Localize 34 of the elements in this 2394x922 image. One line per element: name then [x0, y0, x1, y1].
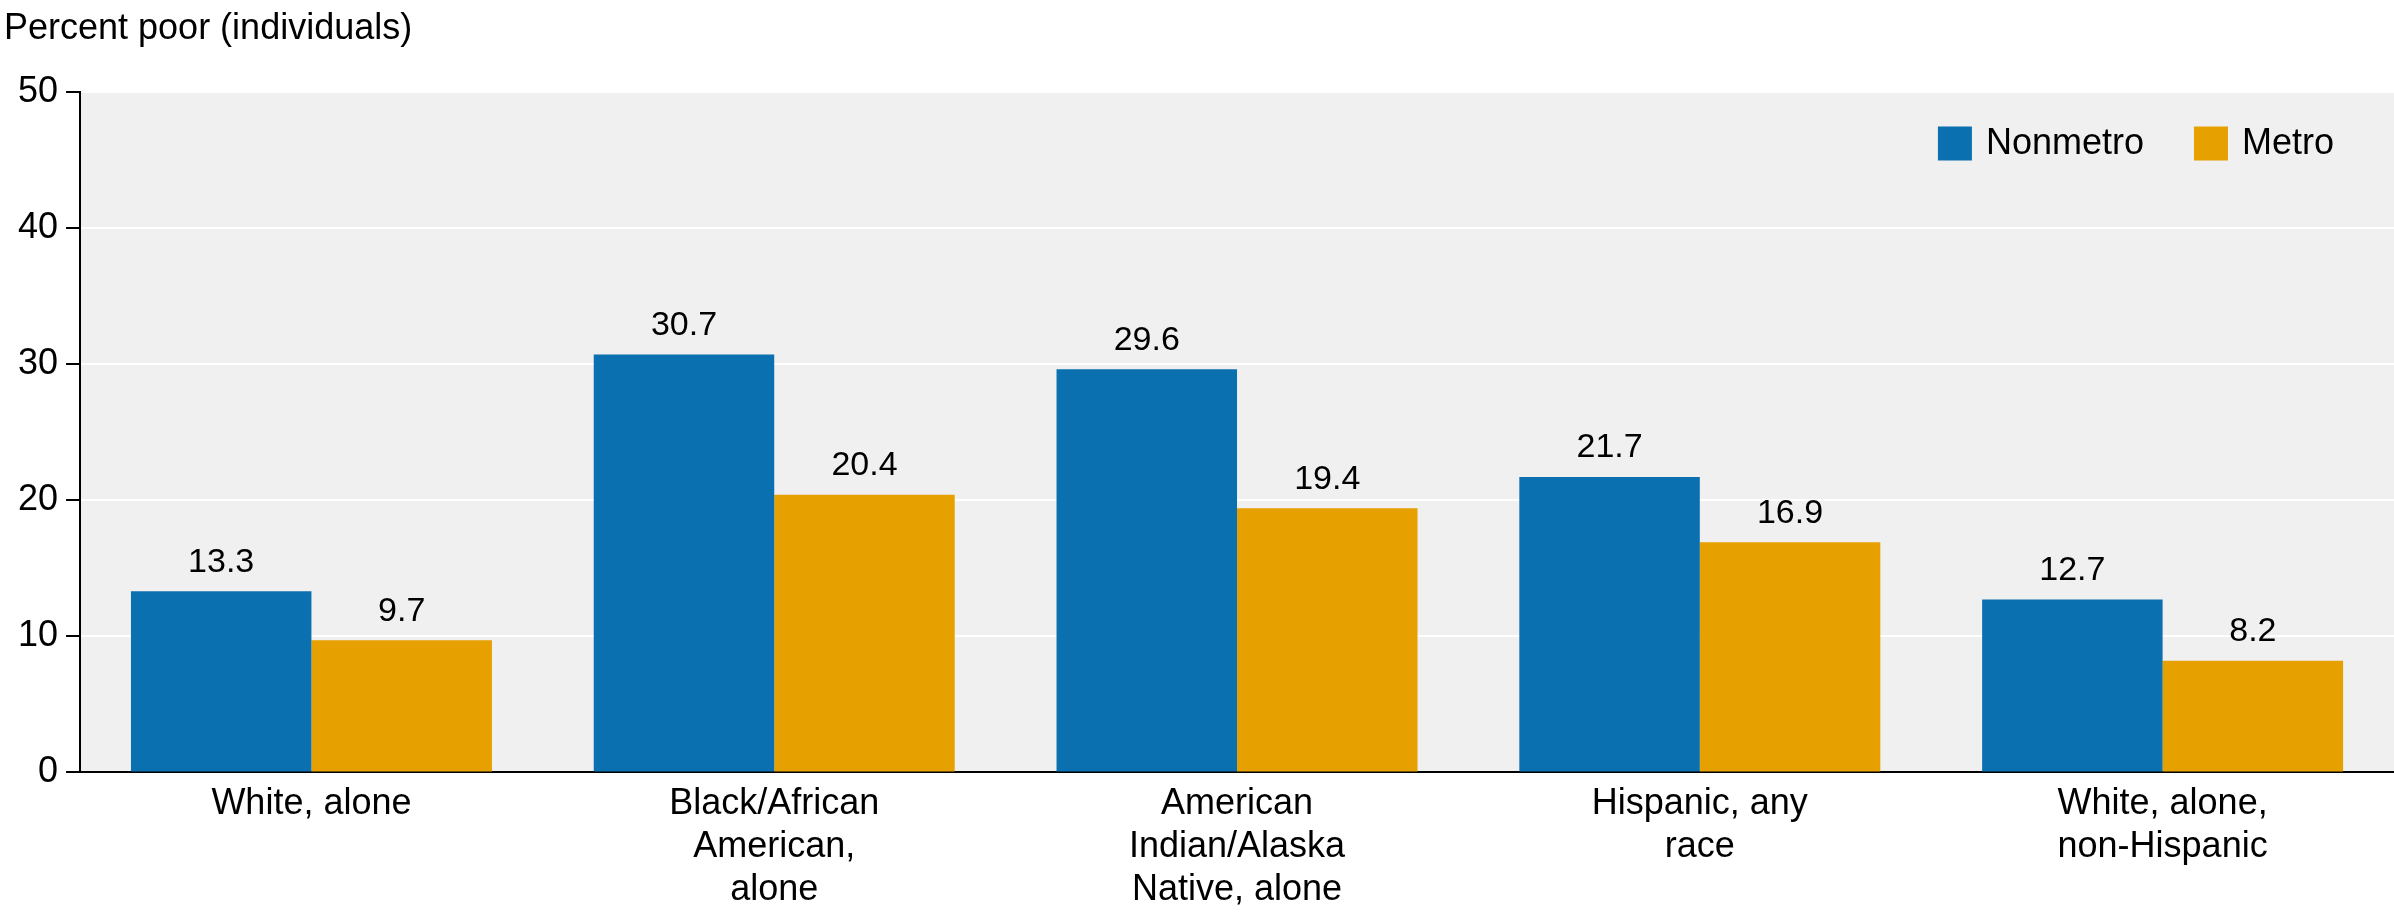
y-tick-label: 10 [18, 613, 59, 655]
y-tick-label: 20 [18, 477, 59, 518]
data-label: 30.7 [650, 303, 718, 342]
data-label: 13.3 [188, 540, 255, 579]
y-tick-label: 40 [18, 204, 59, 246]
bar [593, 354, 775, 772]
x-tick-label: Black/African American, alone [669, 780, 880, 909]
bar [130, 591, 312, 772]
bar [1056, 369, 1238, 772]
bar [1519, 476, 1700, 772]
legend-label: Nonmetro [1985, 120, 2144, 162]
x-tick-label: Hispanic, any race [1591, 780, 1808, 866]
y-tick-label: 50 [18, 68, 59, 110]
data-label: 20.4 [831, 444, 898, 483]
x-tick-label: White, alone, non-Hispanic [2057, 780, 2268, 866]
x-tick-label: American Indian/Alaska Native, alone [1128, 780, 1347, 909]
y-axis-title: Percent poor (individuals) [4, 6, 413, 48]
data-label: 21.7 [1576, 426, 1643, 465]
bar [2162, 660, 2344, 772]
y-tick-label: 0 [38, 749, 59, 791]
bar [311, 640, 492, 772]
data-label: 9.7 [378, 589, 426, 628]
data-label: 16.9 [1756, 491, 1824, 530]
data-label: 19.4 [1294, 457, 1361, 496]
bar [774, 494, 955, 772]
bar [1237, 508, 1418, 772]
x-tick-label: White, alone [211, 780, 412, 822]
bar [1699, 542, 1881, 772]
bar [1982, 599, 2163, 772]
data-label: 12.7 [2039, 548, 2106, 587]
y-tick-label: 30 [18, 340, 59, 382]
legend-label: Metro [2241, 120, 2335, 162]
data-label: 29.6 [1113, 318, 1180, 357]
data-label: 8.2 [2229, 610, 2277, 649]
